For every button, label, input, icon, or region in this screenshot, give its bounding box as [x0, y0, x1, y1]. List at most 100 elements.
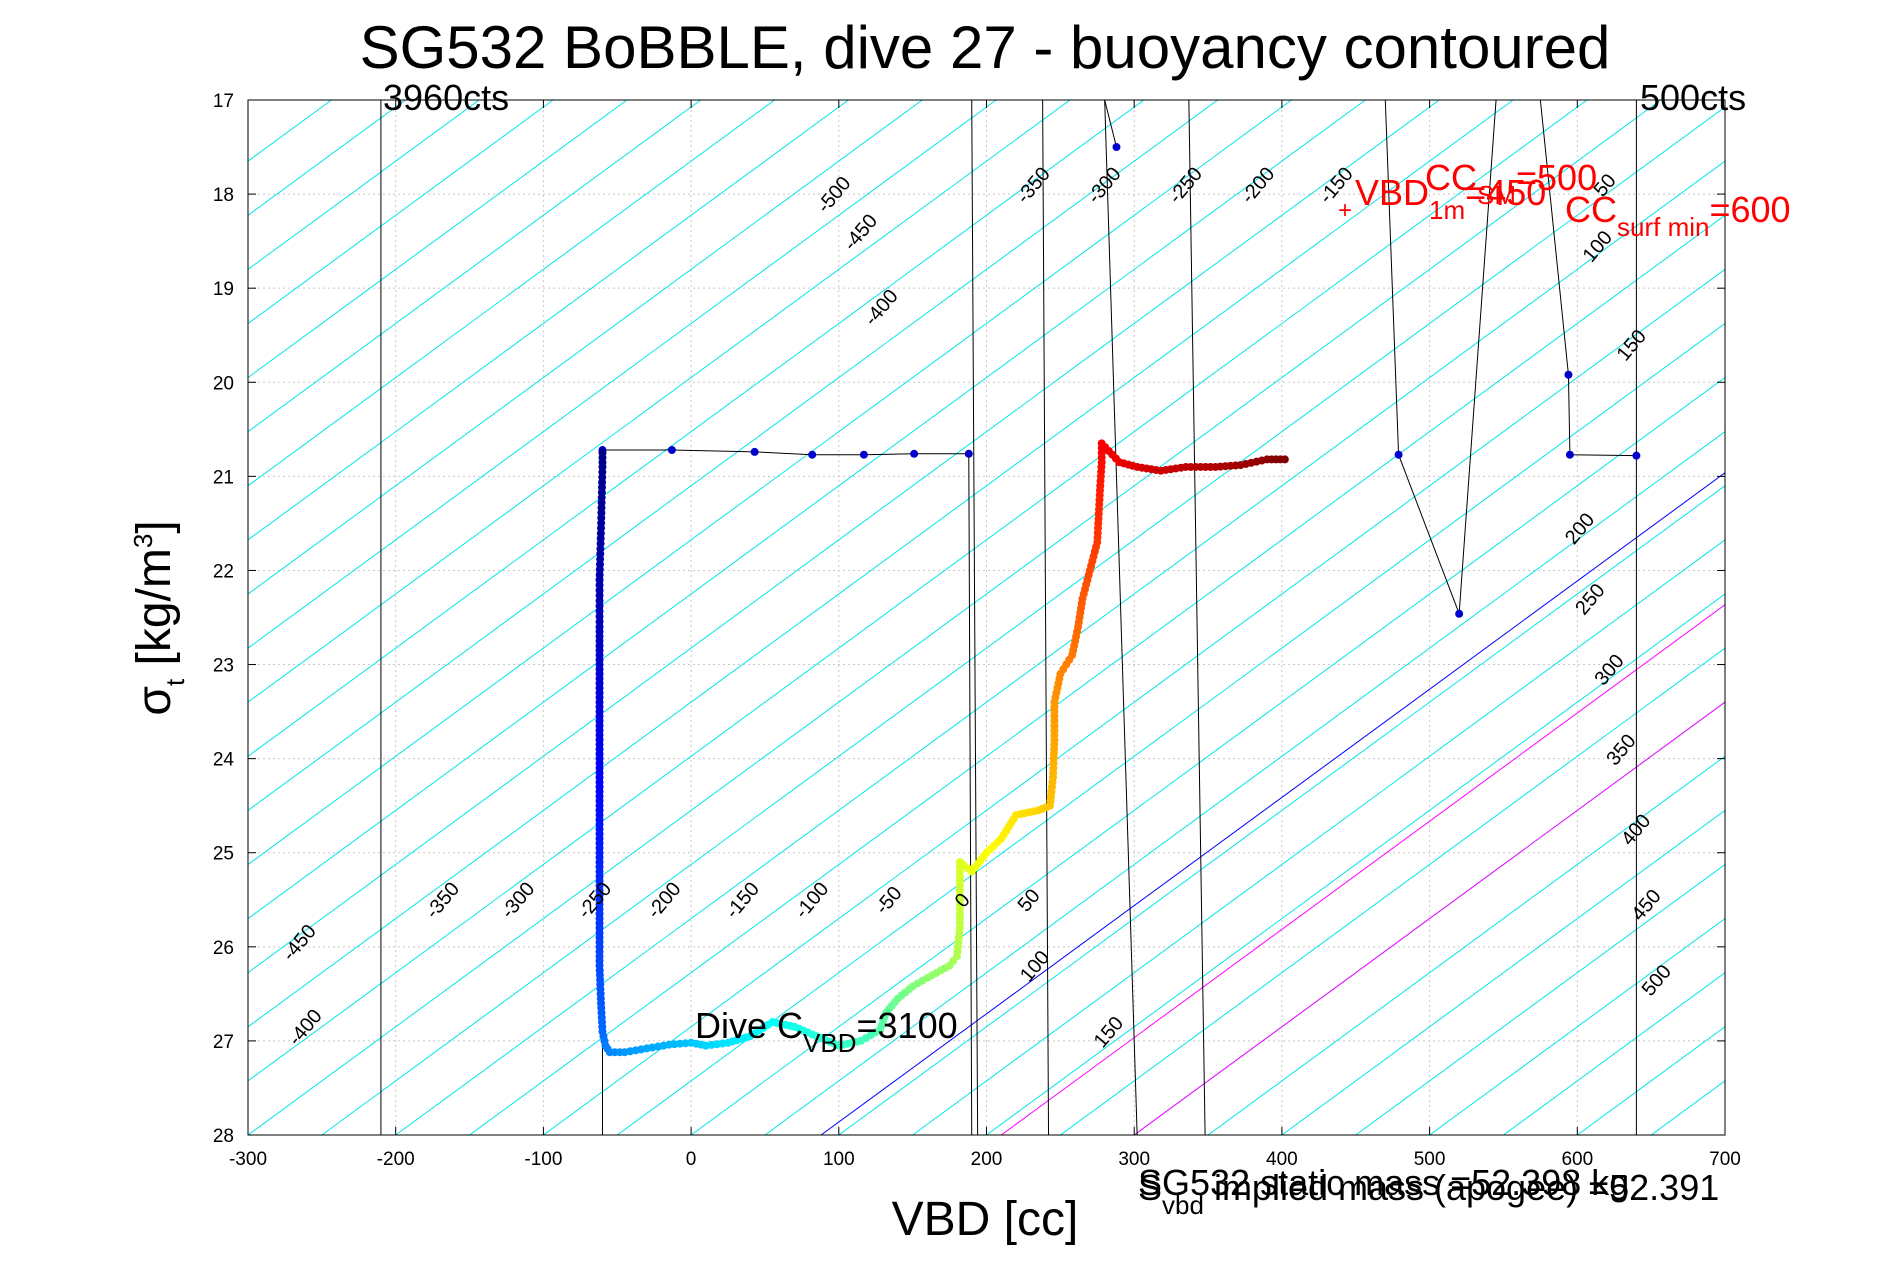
- chart-title: SG532 BoBBLE, dive 27 - buoyancy contour…: [360, 14, 1611, 81]
- y-tick-label: 21: [213, 467, 234, 488]
- surface-point: [859, 450, 868, 459]
- plus-marker: +: [1338, 197, 1352, 224]
- buoyancy-contour: [616, 322, 1725, 1135]
- buoyancy-contour: [1724, 1134, 1725, 1135]
- vbd-1m-val: =450: [1465, 172, 1546, 213]
- contour-value-label: 100: [1016, 947, 1054, 987]
- points-layer: [595, 143, 1641, 1057]
- y-axis-label: σt [kg/m3]: [128, 520, 190, 715]
- y-axis-label-unit: [kg/m: [128, 548, 181, 679]
- buoyancy-contour: [248, 100, 1071, 703]
- contour-value-label: -450: [278, 921, 321, 966]
- vbd-1m-sub: 1m: [1429, 195, 1465, 225]
- buoyancy-contour: [248, 100, 1218, 812]
- contour-value-label: -300: [497, 878, 540, 923]
- neutral-buoyancy-line: [820, 472, 1725, 1135]
- vbd-reference-line: [1042, 100, 1050, 1135]
- dive-cvbd-label: Dive CVBD=3100: [695, 1005, 958, 1058]
- x-tick-label: 200: [971, 1149, 1003, 1170]
- cc-surf-min-main: CC: [1565, 189, 1617, 230]
- apogee-point: [1564, 370, 1573, 379]
- contour-value-label: -250: [574, 878, 617, 923]
- buoyancy-contour: [248, 100, 923, 595]
- x-tick-label: -300: [229, 1149, 267, 1170]
- buoyancy-contour: [248, 100, 628, 379]
- y-axis-label-main: σ: [128, 686, 181, 716]
- implied-mass-rest: implied mass (apogee) =52.391: [1204, 1167, 1719, 1208]
- buoyancy-contour: [321, 106, 1725, 1135]
- buoyancy-contour: [248, 100, 1145, 757]
- buoyancy-contour: [248, 100, 554, 325]
- x-tick-label: 500: [1414, 1149, 1446, 1170]
- y-tick-label: 22: [213, 561, 234, 582]
- grid-layer: [247, 99, 1726, 1136]
- cc-sm-val: =500: [1516, 157, 1597, 198]
- buoyancy-contour: [469, 214, 1725, 1135]
- x-tick-label: 400: [1266, 1149, 1298, 1170]
- x-axis-label: VBD [cc]: [892, 1193, 1079, 1246]
- tick-layer: -300 -200 -100 0 100 200 300 400 500 600 700 17 18 19…: [213, 91, 1741, 1170]
- contour-value-label: -250: [1164, 163, 1207, 208]
- buoyancy-contour: [838, 485, 1725, 1135]
- buoyancy-contour: [543, 268, 1725, 1135]
- vbd-1m-label: VBD1m=450: [1355, 172, 1546, 225]
- implied-mass-note: Svbd implied mass (apogee) =52.391: [1138, 1167, 1719, 1220]
- top-point-line: [1104, 100, 1117, 148]
- y-tick-label: 18: [213, 185, 234, 206]
- y-tick-label: 25: [213, 844, 234, 865]
- reference-layer: [380, 100, 1725, 1135]
- dive-cvbd-sub: VBD: [803, 1028, 856, 1058]
- right-counts-label: 500cts: [1640, 77, 1746, 118]
- x-tick-label: 0: [686, 1149, 697, 1170]
- y-tick-label: 20: [213, 373, 234, 394]
- cc-surf-min-label: CCsurf min=600: [1565, 189, 1791, 242]
- contour-value-label: 50: [1014, 885, 1045, 916]
- contour-value-label: 300: [1590, 650, 1628, 690]
- surface-point: [964, 449, 973, 458]
- dive-cvbd-val: =3100: [857, 1005, 958, 1046]
- surface-point: [750, 447, 759, 456]
- vbd-1m-main: VBD: [1355, 172, 1429, 213]
- buoyancy-contour: [1355, 863, 1725, 1135]
- x-tick-label: -100: [524, 1149, 562, 1170]
- surface-point: [667, 446, 676, 455]
- y-axis-label-close: ]: [128, 520, 181, 533]
- buoyancy-contour: [248, 100, 849, 541]
- buoyancy-contour: [248, 100, 1440, 974]
- contour-value-label: 200: [1561, 509, 1599, 549]
- buoyancy-contour: [1060, 647, 1725, 1135]
- y-axis-label-sup: 3: [128, 534, 158, 548]
- y-axis-label-sub: t: [160, 678, 190, 686]
- y-tick-label: 17: [213, 91, 234, 112]
- buoyancy-contour: [248, 100, 997, 649]
- buoyancy-contour: [1873, 100, 1891, 1135]
- buoyancy-contour: [248, 100, 480, 270]
- contour-value-label: -350: [422, 878, 465, 923]
- buoyancy-contour: [1650, 1080, 1725, 1135]
- contour-value-label: -400: [860, 285, 903, 330]
- contour-value-label: -200: [643, 878, 686, 923]
- magenta-reference-line: [1000, 604, 1725, 1135]
- buoyancy-contour: [1281, 809, 1725, 1135]
- contour-layer: [248, 100, 1891, 1135]
- track-layer: [601, 100, 1637, 1135]
- contour-value-label: 100: [1579, 227, 1617, 267]
- svg-text:σt [kg/m3]: σt [kg/m3]: [128, 520, 190, 715]
- x-tick-label: 600: [1561, 1149, 1593, 1170]
- buoyancy-contour: [248, 100, 702, 433]
- surface-point: [808, 450, 817, 459]
- contour-value-label: 350: [1602, 730, 1640, 770]
- implied-mass-sub: vbd: [1162, 1190, 1204, 1220]
- buoyancy-contour: [248, 100, 775, 487]
- contour-value-label: -450: [839, 210, 882, 255]
- buoyancy-contour: [1133, 701, 1725, 1135]
- dive-data-point: [1280, 455, 1289, 464]
- buoyancy-contour: [248, 100, 1292, 866]
- surface-point: [910, 449, 919, 458]
- buoyancy-contour: [1799, 100, 1891, 1135]
- buoyancy-contour: [1429, 917, 1725, 1135]
- buoyancy-contour: [248, 100, 1514, 1028]
- buoyancy-contour: [764, 431, 1725, 1135]
- x-tick-label: 100: [823, 1149, 855, 1170]
